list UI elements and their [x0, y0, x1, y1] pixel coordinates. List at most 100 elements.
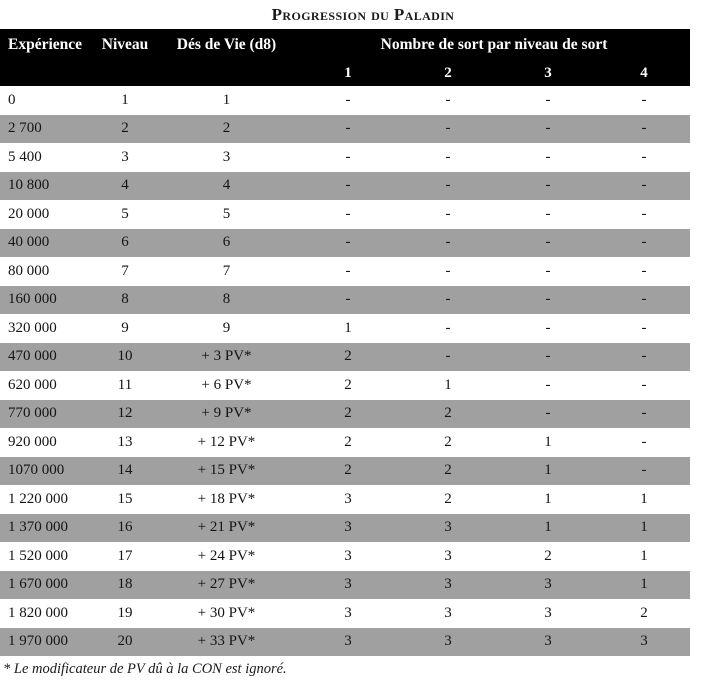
table-row: 1 670 000 18 + 27 PV* 3 3 3 1: [0, 570, 690, 599]
cell-niveau: 6: [121, 234, 129, 251]
cell-des-de-vie: + 3 PV*: [201, 348, 252, 365]
cell-niveau: 16: [117, 519, 133, 536]
cell-sort-niveau-2: 2: [444, 490, 452, 507]
cell-experience: 2 700: [8, 120, 42, 137]
col-header-spell-level-3: 3: [544, 64, 552, 81]
cell-experience: 1 970 000: [8, 633, 68, 650]
cell-sort-niveau-1: 3: [344, 633, 352, 650]
cell-niveau: 15: [117, 490, 133, 507]
cell-sort-niveau-4: -: [641, 462, 647, 479]
table-row: 0 1 1 - - - -: [0, 86, 690, 115]
cell-experience: 20 000: [8, 205, 50, 222]
cell-sort-niveau-1: 3: [344, 576, 352, 593]
cell-sort-niveau-4: -: [641, 148, 647, 165]
col-header-spell-level-1: 1: [344, 64, 352, 81]
cell-sort-niveau-2: -: [445, 291, 451, 308]
table-row: 770 000 12 + 9 PV* 2 2 - -: [0, 399, 690, 428]
footnote: * Le modificateur de PV dû à la CON est …: [3, 661, 287, 677]
cell-experience: 470 000: [8, 348, 57, 365]
cell-sort-niveau-2: -: [445, 234, 451, 251]
cell-sort-niveau-3: -: [545, 177, 551, 194]
cell-sort-niveau-3: -: [545, 120, 551, 137]
cell-sort-niveau-3: 3: [544, 633, 552, 650]
table-row: 1 970 000 20 + 33 PV* 3 3 3 3: [0, 627, 690, 656]
cell-experience: 920 000: [8, 433, 57, 450]
cell-sort-niveau-4: 2: [640, 604, 648, 621]
cell-sort-niveau-1: -: [345, 91, 351, 108]
cell-sort-niveau-2: 3: [444, 547, 452, 564]
cell-experience: 1 670 000: [8, 576, 68, 593]
cell-sort-niveau-4: -: [641, 177, 647, 194]
cell-sort-niveau-3: -: [545, 234, 551, 251]
cell-sort-niveau-1: -: [345, 120, 351, 137]
cell-sort-niveau-2: -: [445, 148, 451, 165]
cell-sort-niveau-1: -: [345, 291, 351, 308]
cell-niveau: 2: [121, 120, 129, 137]
table-row: 2 700 2 2 - - - -: [0, 114, 690, 143]
cell-sort-niveau-4: -: [641, 376, 647, 393]
table-row: 20 000 5 5 - - - -: [0, 200, 690, 229]
table-body: 0 1 1 - - - - 2 700 2 2 - - - - 5 400 3 …: [0, 86, 690, 656]
cell-des-de-vie: 5: [222, 205, 231, 222]
cell-sort-niveau-1: -: [345, 177, 351, 194]
cell-sort-niveau-3: 1: [544, 433, 552, 450]
table-row: 1 370 000 16 + 21 PV* 3 3 1 1: [0, 513, 690, 542]
cell-sort-niveau-1: 2: [344, 405, 352, 422]
cell-sort-niveau-3: 1: [544, 519, 552, 536]
cell-sort-niveau-1: 3: [344, 547, 352, 564]
cell-sort-niveau-4: -: [641, 433, 647, 450]
cell-experience: 770 000: [8, 405, 57, 422]
cell-sort-niveau-1: 1: [344, 319, 352, 336]
cell-des-de-vie: + 15 PV*: [197, 462, 256, 479]
cell-experience: 1 820 000: [8, 604, 68, 621]
cell-sort-niveau-2: 3: [444, 576, 452, 593]
cell-niveau: 19: [117, 604, 133, 621]
cell-des-de-vie: + 24 PV*: [197, 547, 256, 564]
cell-sort-niveau-3: -: [545, 291, 551, 308]
cell-sort-niveau-2: 3: [444, 519, 452, 536]
table-row: 920 000 13 + 12 PV* 2 2 1 -: [0, 428, 690, 457]
table-row: 80 000 7 7 - - - -: [0, 257, 690, 286]
table-row: 40 000 6 6 - - - -: [0, 228, 690, 257]
table-row: 620 000 11 + 6 PV* 2 1 - -: [0, 371, 690, 400]
table-row: 1 220 000 15 + 18 PV* 3 2 1 1: [0, 485, 690, 514]
cell-sort-niveau-1: -: [345, 205, 351, 222]
col-header-spells-group: Nombre de sort par niveau de sort: [380, 35, 608, 53]
cell-sort-niveau-1: 3: [344, 490, 352, 507]
cell-sort-niveau-3: 1: [544, 462, 552, 479]
table-row: 160 000 8 8 - - - -: [0, 285, 690, 314]
cell-sort-niveau-3: -: [545, 405, 551, 422]
cell-niveau: 3: [121, 148, 129, 165]
cell-sort-niveau-4: 3: [640, 633, 648, 650]
cell-experience: 1 370 000: [8, 519, 68, 536]
cell-niveau: 4: [121, 177, 129, 194]
cell-des-de-vie: 4: [222, 177, 231, 194]
cell-experience: 10 800: [8, 177, 50, 194]
table-row: 10 800 4 4 - - - -: [0, 171, 690, 200]
cell-sort-niveau-3: 1: [544, 490, 552, 507]
cell-sort-niveau-4: -: [641, 205, 647, 222]
cell-des-de-vie: + 27 PV*: [197, 576, 256, 593]
cell-niveau: 12: [117, 405, 133, 422]
cell-sort-niveau-2: 3: [444, 604, 452, 621]
cell-sort-niveau-3: -: [545, 348, 551, 365]
page-title: Progression du Paladin: [271, 5, 455, 24]
paladin-progression-table: Expérience Niveau Dés de Vie (d8) Nombre…: [0, 29, 690, 656]
cell-experience: 1 520 000: [8, 547, 68, 564]
cell-sort-niveau-1: -: [345, 262, 351, 279]
cell-sort-niveau-2: -: [445, 348, 451, 365]
cell-sort-niveau-3: 2: [544, 547, 552, 564]
cell-des-de-vie: 8: [222, 291, 231, 308]
cell-sort-niveau-1: 2: [344, 462, 352, 479]
cell-sort-niveau-3: -: [545, 319, 551, 336]
cell-niveau: 17: [117, 547, 133, 564]
cell-niveau: 13: [117, 433, 133, 450]
cell-sort-niveau-4: -: [641, 120, 647, 137]
cell-sort-niveau-4: 1: [640, 490, 648, 507]
cell-experience: 160 000: [8, 291, 57, 308]
cell-sort-niveau-3: -: [545, 205, 551, 222]
cell-sort-niveau-2: -: [445, 120, 451, 137]
cell-niveau: 1: [121, 91, 129, 108]
cell-des-de-vie: + 6 PV*: [201, 376, 252, 393]
